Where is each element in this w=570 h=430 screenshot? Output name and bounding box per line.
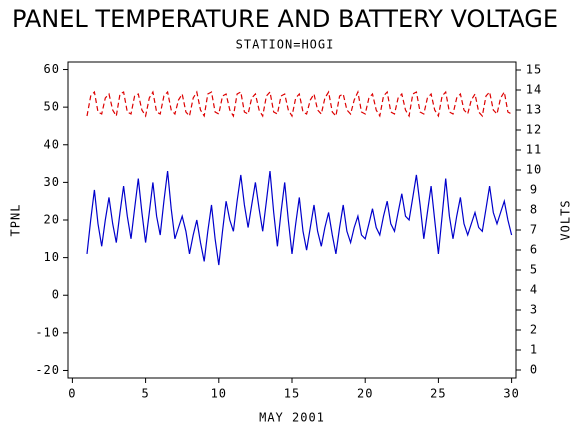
y-axis-label: TPNL — [9, 204, 23, 237]
chart-subtitle: STATION=HOGI — [236, 38, 335, 52]
y2-axis-label: VOLTS — [559, 199, 570, 240]
y-tick-label: 50 — [44, 100, 60, 114]
y2-tick-label: 5 — [530, 263, 538, 277]
plot-frame — [67, 61, 517, 379]
y-tick-label: 40 — [44, 137, 60, 151]
chart-title: PANEL TEMPERATURE AND BATTERY VOLTAGE — [12, 5, 558, 33]
y2-tick-label: 7 — [530, 223, 538, 237]
data-line — [86, 171, 513, 266]
y2-tick-label: 14 — [526, 83, 542, 97]
y2-tick-label: 4 — [530, 283, 538, 297]
y-tick-label: 10 — [44, 250, 60, 264]
y2-tick-label: 15 — [526, 63, 542, 77]
y-tick-label: -20 — [35, 363, 60, 377]
y-tick-label: 20 — [44, 213, 60, 227]
x-tick-label: 15 — [284, 387, 300, 401]
x-tick-label: 5 — [141, 387, 149, 401]
y-tick-label: -10 — [35, 325, 60, 339]
y2-tick-label: 3 — [530, 303, 538, 317]
y2-tick-label: 8 — [530, 203, 538, 217]
y2-tick-label: 12 — [526, 123, 542, 137]
y2-tick-label: 9 — [530, 183, 538, 197]
data-line — [86, 90, 512, 118]
y2-tick-label: 11 — [526, 143, 542, 157]
x-axis-label: MAY 2001 — [259, 411, 325, 425]
x-tick-label: 0 — [68, 387, 76, 401]
y-tick-label: 60 — [44, 62, 60, 76]
y2-tick-label: 6 — [530, 243, 538, 257]
x-tick-label: 30 — [503, 387, 519, 401]
x-tick-label: 25 — [430, 387, 446, 401]
y2-tick-label: 1 — [530, 343, 538, 357]
x-tick-label: 10 — [211, 387, 227, 401]
y-tick-label: 0 — [52, 288, 60, 302]
y2-tick-label: 13 — [526, 103, 542, 117]
y-tick-label: 30 — [44, 175, 60, 189]
y2-tick-label: 2 — [530, 323, 538, 337]
y2-tick-label: 0 — [530, 363, 538, 377]
x-tick-label: 20 — [357, 387, 373, 401]
y2-tick-label: 10 — [526, 163, 542, 177]
